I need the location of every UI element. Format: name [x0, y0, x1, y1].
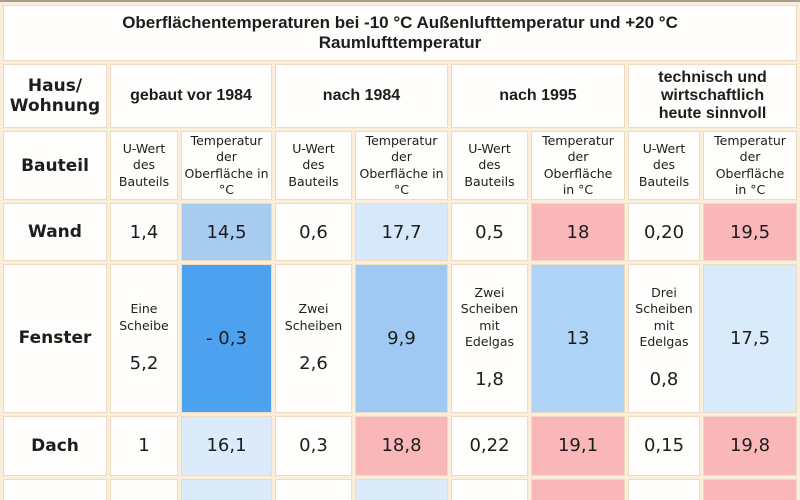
cell-fenster-temp-nach1984: 9,9 [355, 264, 448, 413]
cell-value: 0,8 [649, 369, 679, 390]
cell-wand-uwert-nach1984: 0,6 [275, 203, 352, 261]
cell-note: Zwei Scheiben mit Edelgas [460, 285, 519, 349]
group-header-heute-sinnvoll: technisch und wirtschaftlich heute sinnv… [628, 64, 798, 128]
cell-fenster-temp-nach1995: 13 [531, 264, 625, 413]
cell-wand-uwert-vor1984: 1,4 [110, 203, 178, 261]
row-label-dach: Dach [3, 415, 107, 476]
cell-decke-temp-nach1984: 17,8 [355, 478, 448, 500]
cell-dach-uwert-nach1995: 0,22 [451, 415, 528, 476]
group-header-row: Haus/ Wohnung gebaut vor 1984 nach 1984 … [3, 64, 798, 128]
cell-note: Eine Scheibe [119, 301, 169, 333]
subheader-uwert-3: U-Wert des Bauteils [451, 131, 528, 200]
table-row-fenster: Fenster Eine Scheibe 5,2 - 0,3 Zwei Sche… [3, 264, 798, 413]
row-label-wand: Wand [3, 203, 107, 261]
subheader-temp-1: Temperatur der Oberfläche in °C [181, 131, 272, 200]
subheader-temp-4: Temperatur der Oberfläche in °C [703, 131, 798, 200]
cell-wand-uwert-heute: 0,20 [628, 203, 700, 261]
row-label-fenster: Fenster [3, 264, 107, 413]
cell-decke-temp-heute: 19,8 [703, 478, 798, 500]
subheader-uwert-2: U-Wert des Bauteils [275, 131, 352, 200]
cell-value: 5,2 [129, 352, 159, 374]
table-title: Oberflächentemperaturen bei -10 °C Außen… [3, 5, 798, 61]
cell-decke-temp-vor1984: 16,9 [181, 478, 272, 500]
cell-dach-temp-heute: 19,8 [703, 415, 798, 476]
cell-fenster-uwert-nach1995: Zwei Scheiben mit Edelgas 1,8 [451, 264, 528, 413]
cell-fenster-uwert-heute: Drei Scheiben mit Edelgas 0,8 [628, 264, 700, 413]
group-header-nach-1984: nach 1984 [275, 64, 448, 128]
cell-wand-temp-nach1984: 17,7 [355, 203, 448, 261]
title-row: Oberflächentemperaturen bei -10 °C Außen… [3, 5, 798, 61]
cell-dach-temp-vor1984: 16,1 [181, 415, 272, 476]
cell-dach-temp-nach1984: 18,8 [355, 415, 448, 476]
cell-note: Drei Scheiben mit Edelgas [635, 285, 693, 349]
group-header-vor-1984: gebaut vor 1984 [110, 64, 272, 128]
cell-wand-temp-heute: 19,5 [703, 203, 798, 261]
cell-value: 2,6 [299, 352, 328, 374]
corner-haus-wohnung: Haus/ Wohnung [3, 64, 107, 128]
row-label-geschossdecke: Geschoss -decke [3, 478, 107, 500]
table-row-wand: Wand 1,4 14,5 0,6 17,7 0,5 18 0,20 19,5 [3, 203, 798, 261]
cell-fenster-uwert-nach1984: Zwei Scheiben 2,6 [275, 264, 352, 413]
cell-wand-temp-vor1984: 14,5 [181, 203, 272, 261]
cell-fenster-uwert-vor1984: Eine Scheibe 5,2 [110, 264, 178, 413]
cell-decke-uwert-heute: 0,15 [628, 478, 700, 500]
subheader-uwert-1: U-Wert des Bauteils [110, 131, 178, 200]
cell-dach-uwert-heute: 0,15 [628, 415, 700, 476]
cell-dach-uwert-nach1984: 0,3 [275, 415, 352, 476]
table-row-geschossdecke: Geschoss -decke 0,8 16,9 0,55 17,8 0,35 … [3, 478, 798, 500]
cell-note: Zwei Scheiben [284, 301, 343, 333]
subheader-temp-2: Temperatur der Oberfläche in °C [355, 131, 448, 200]
cell-decke-temp-nach1995: 18,8 [531, 478, 625, 500]
subheader-uwert-4: U-Wert des Bauteils [628, 131, 700, 200]
sub-header-row: Bauteil U-Wert des Bauteils Temperatur d… [3, 131, 798, 200]
cell-wand-uwert-nach1995: 0,5 [451, 203, 528, 261]
corner-bauteil: Bauteil [3, 131, 107, 200]
cell-decke-uwert-nach1984: 0,55 [275, 478, 352, 500]
cell-wand-temp-nach1995: 18 [531, 203, 625, 261]
cell-dach-temp-nach1995: 19,1 [531, 415, 625, 476]
subheader-temp-3: Temperatur der Oberfläche in °C [531, 131, 625, 200]
table-row-dach: Dach 1 16,1 0,3 18,8 0,22 19,1 0,15 19,8 [3, 415, 798, 476]
cell-fenster-temp-heute: 17,5 [703, 264, 798, 413]
cell-decke-uwert-nach1995: 0,35 [451, 478, 528, 500]
cell-value: 1,8 [475, 369, 504, 390]
group-header-nach-1995: nach 1995 [451, 64, 625, 128]
cell-decke-uwert-vor1984: 0,8 [110, 478, 178, 500]
cell-fenster-temp-vor1984: - 0,3 [181, 264, 272, 413]
cell-dach-uwert-vor1984: 1 [110, 415, 178, 476]
